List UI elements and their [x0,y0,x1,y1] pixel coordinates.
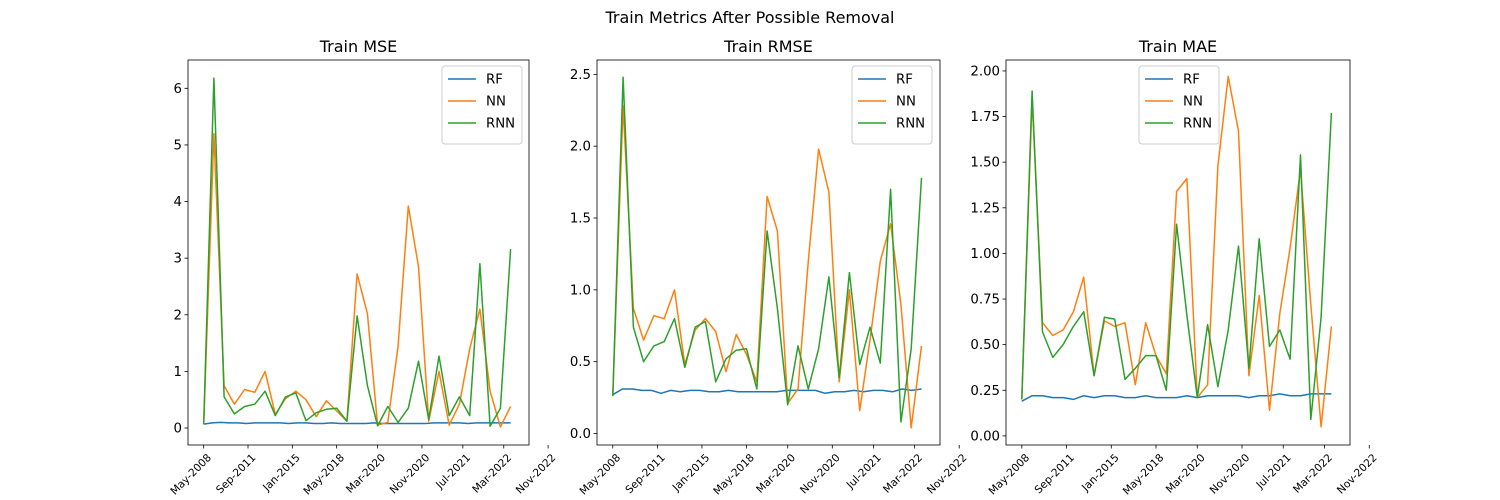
y-tick-label: 1 [174,365,182,380]
series-line-nn [202,132,512,428]
chart-title: Train MAE [1138,37,1217,56]
legend-label-rnn: RNN [486,117,515,132]
y-tick-label: 0.25 [970,384,1000,399]
y-tick-label: 0.50 [970,338,1000,353]
y-tick-label: 3 [174,252,182,267]
legend-label-rnn: RNN [1183,117,1212,132]
figure-title: Train Metrics After Possible Removal [605,8,895,27]
y-tick-label: 2.00 [970,64,1000,79]
series-line-nn [612,105,923,429]
legend: RF NN RNN [441,65,523,145]
y-tick-label: 0 [174,422,182,437]
y-tick-label: 2.0 [570,140,591,155]
series-line-rf [612,388,922,396]
y-tick-label: 1.0 [570,283,591,298]
legend-label-nn: NN [896,95,916,110]
legend-label-nn: NN [1183,95,1203,110]
axes-frame [596,59,941,446]
series-line-rf [1021,393,1332,402]
series-line-rnn [202,77,512,428]
y-tick-label: 0.5 [570,355,591,370]
y-tick-label: 2 [174,308,182,323]
legend-label-nn: NN [486,95,506,110]
legend-label-rf: RF [896,73,913,88]
y-tick-label: 5 [174,138,182,153]
chart-title: Train MSE [319,37,398,56]
y-tick-label: 2.5 [570,68,591,83]
axes-frame [187,59,530,446]
series-line-rf [203,421,511,425]
series-line-rnn [1021,90,1333,421]
y-tick-label: 1.75 [970,110,1000,125]
y-tick-label: 0.0 [570,427,591,442]
axes-frame [1005,59,1351,446]
legend-label-rf: RF [486,73,503,88]
legend-label-rf: RF [1183,73,1200,88]
series-line-nn [1021,75,1333,428]
y-tick-label: 1.00 [970,247,1000,262]
y-tick-label: 4 [174,195,182,210]
y-tick-label: 6 [174,82,182,97]
y-tick-label: 0.75 [970,293,1000,308]
y-tick-label: 1.5 [570,212,591,227]
y-tick-label: 1.50 [970,156,1000,171]
legend-box [1138,65,1220,145]
legend-box [851,65,933,145]
y-tick-label: 0.00 [970,429,1000,444]
legend-label-rnn: RNN [896,117,925,132]
legend: RF NN RNN [1138,65,1220,145]
legend-box [441,65,523,145]
series-line-rnn [612,76,923,423]
y-tick-label: 1.25 [970,201,1000,216]
chart-title: Train RMSE [723,37,813,56]
legend: RF NN RNN [851,65,933,145]
